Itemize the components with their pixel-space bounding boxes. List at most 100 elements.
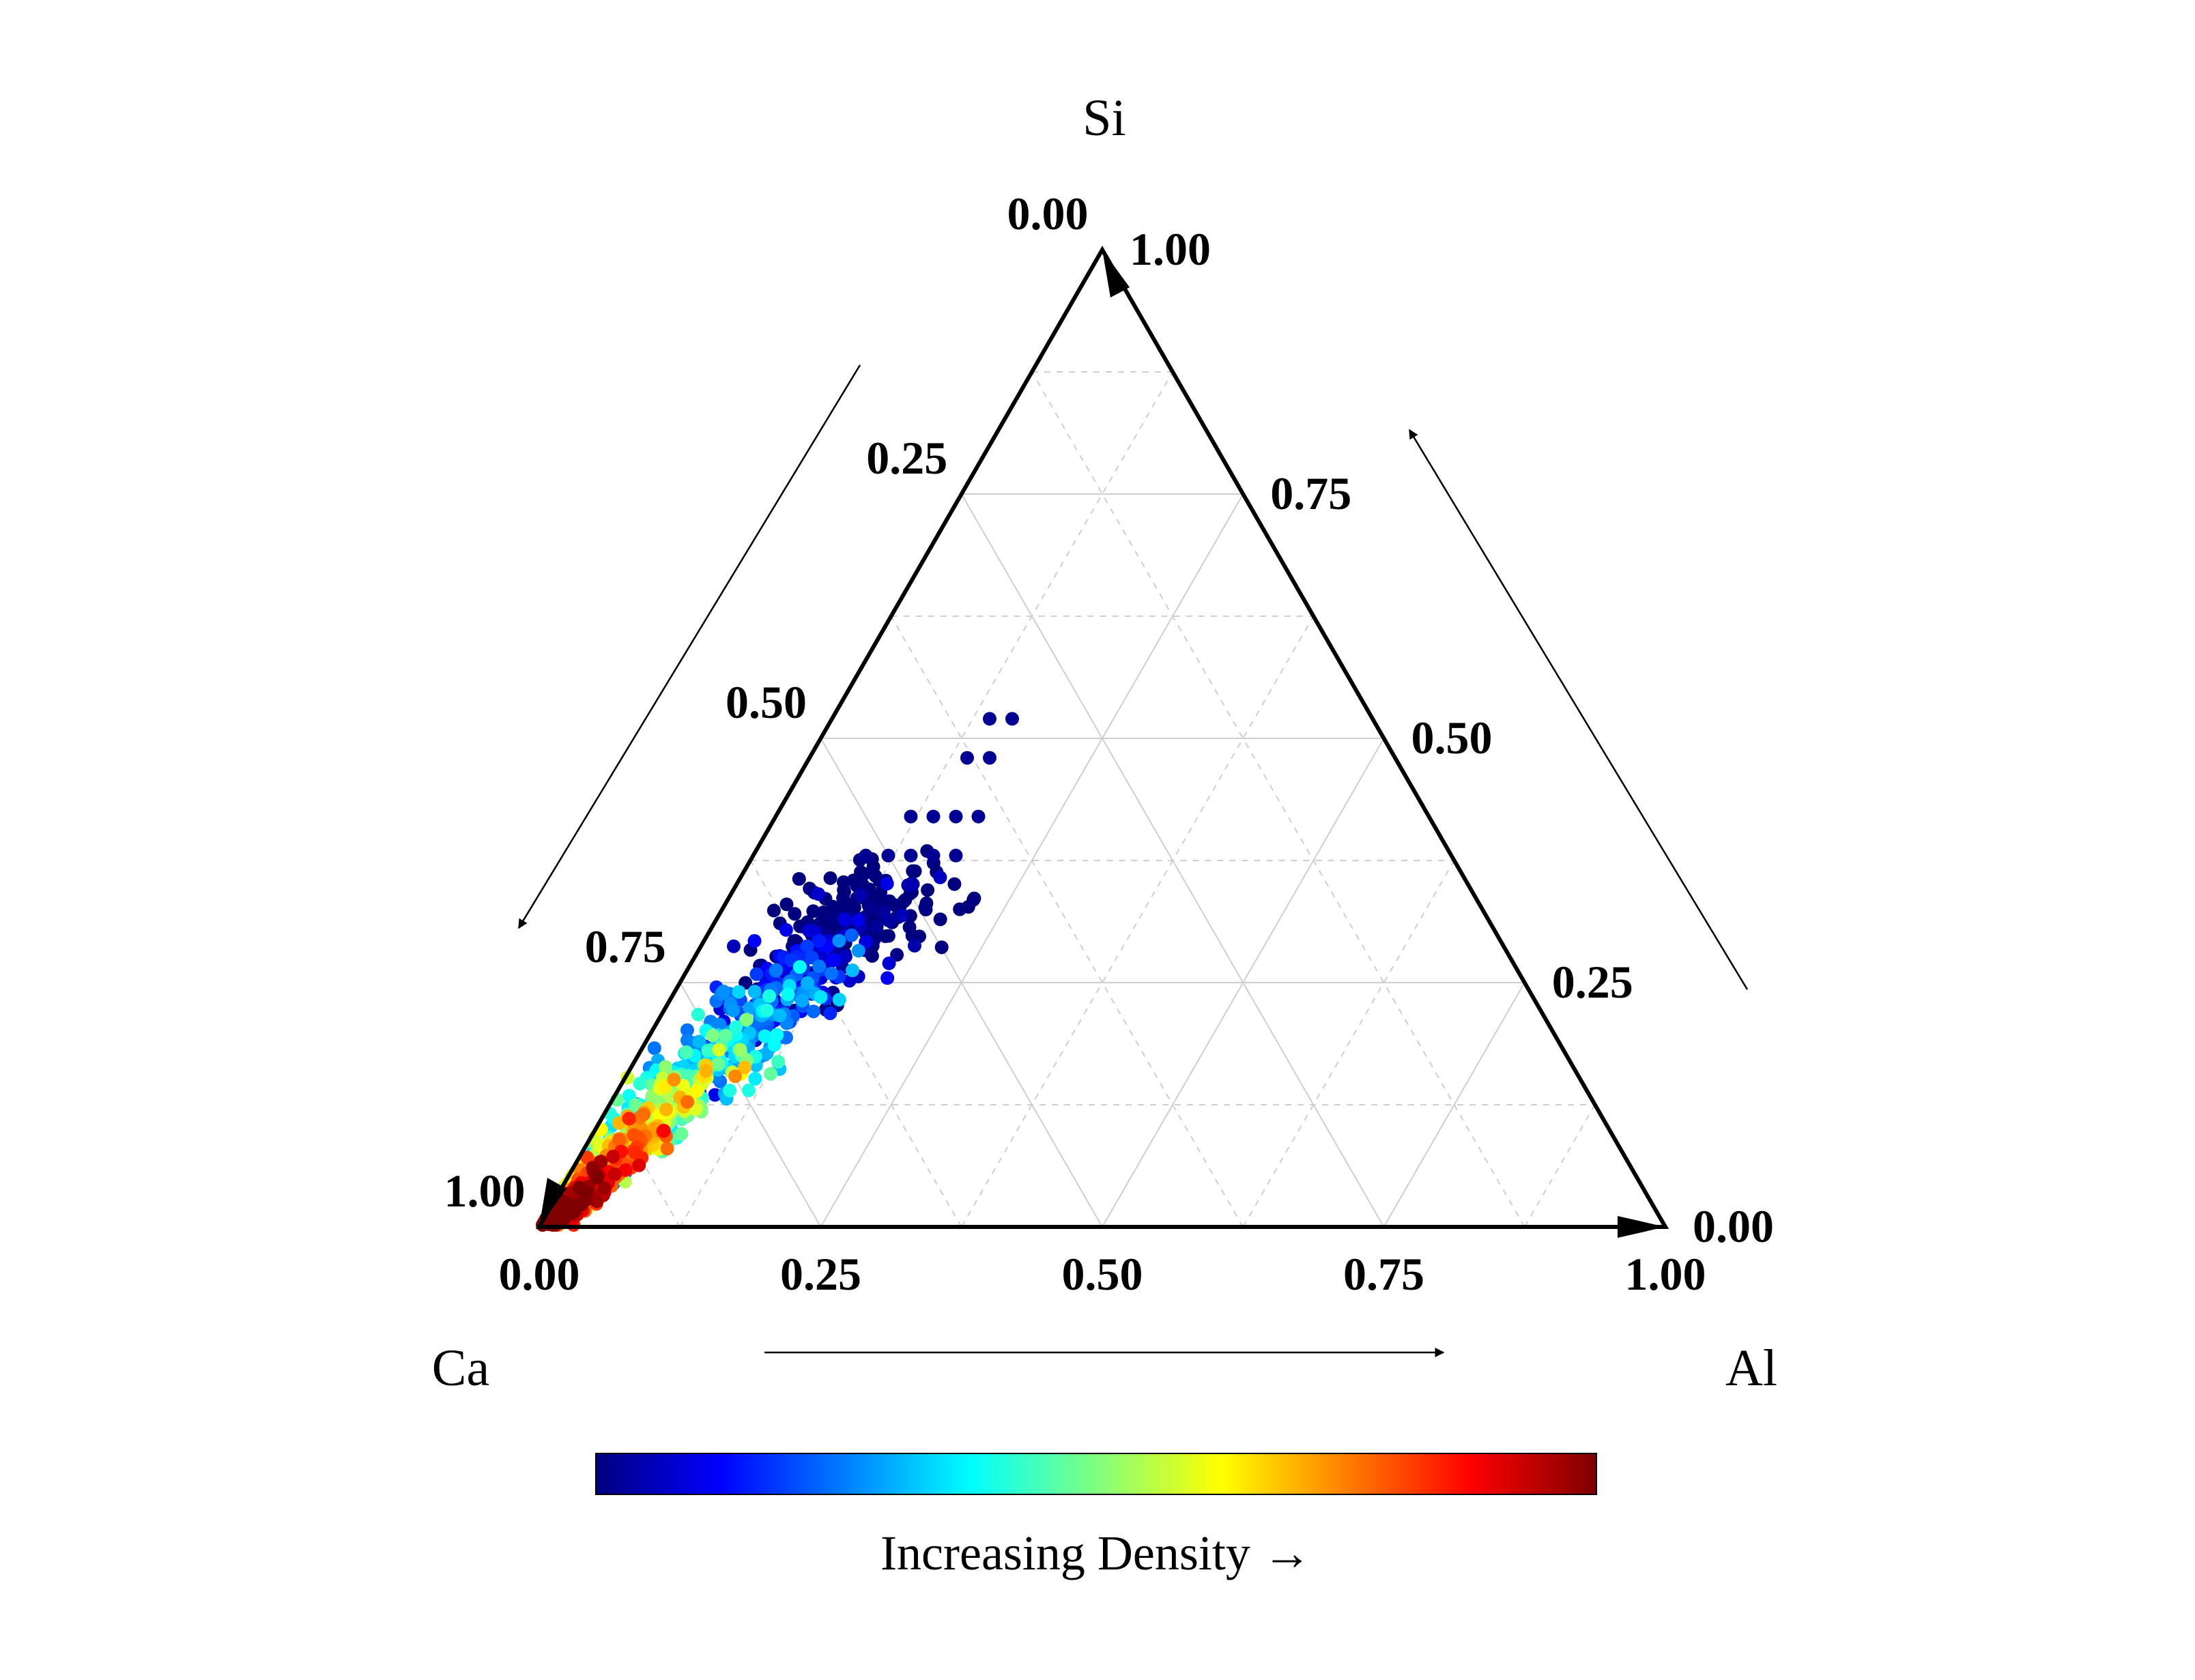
data-point (743, 1001, 757, 1015)
data-point (832, 933, 846, 948)
data-point (795, 994, 809, 1008)
right-axis-direction-arrow (1408, 429, 1749, 990)
data-point (637, 1107, 650, 1122)
data-point (801, 976, 815, 990)
data-point (706, 1028, 720, 1043)
data-point (842, 974, 857, 988)
left-edge-arrowhead (539, 1178, 566, 1227)
data-point (659, 1102, 673, 1116)
vertex-label-si: Si (1082, 89, 1125, 147)
colorbar-label: Increasing Density → (880, 1526, 1312, 1580)
bottom-edge-arrowhead (1618, 1216, 1665, 1238)
data-point (851, 913, 865, 927)
data-point (837, 912, 851, 926)
data-point (659, 1060, 672, 1074)
left-axis-direction-arrow (517, 364, 861, 929)
grid-line-al (1383, 982, 1525, 1228)
data-point (949, 848, 963, 863)
data-point (846, 964, 860, 977)
tick-label-left: 0.25 (866, 432, 947, 484)
data-point (773, 1009, 787, 1023)
data-point (870, 919, 884, 933)
data-point (926, 848, 941, 863)
data-point (800, 939, 814, 953)
data-point (627, 1128, 641, 1142)
data-point (749, 967, 764, 981)
data-point (766, 903, 781, 918)
data-point (764, 1067, 778, 1081)
data-point (748, 1071, 762, 1086)
data-points (536, 712, 1019, 1232)
data-point (859, 848, 873, 863)
grid-line-al (679, 371, 1173, 1228)
grid-line-al (1242, 860, 1455, 1228)
data-point (713, 1017, 727, 1032)
data-point (647, 1041, 661, 1055)
grid-line-al (960, 615, 1315, 1228)
data-point (657, 1123, 671, 1138)
tick-label-right: 0.50 (1411, 712, 1493, 764)
tick-label-bottom: 1.00 (1625, 1248, 1706, 1300)
vertex-label-ca: Ca (432, 1339, 489, 1397)
data-point (921, 883, 935, 897)
data-point (812, 887, 826, 901)
data-point (906, 877, 920, 891)
data-point (747, 985, 762, 999)
data-point (733, 1043, 747, 1057)
data-point (660, 1142, 674, 1156)
tick-label-left: 0.00 (1007, 188, 1089, 240)
data-point (857, 867, 871, 881)
data-point (844, 928, 859, 942)
data-point (674, 1127, 689, 1141)
data-point (904, 809, 918, 824)
grid-line-al (1102, 738, 1385, 1228)
tick-labels: 0.00 0.00 0.00 0.25 0.25 0.25 0.50 0.50 0.50 0.75… (444, 188, 1775, 1300)
data-point (719, 1028, 733, 1043)
colorbar (595, 1453, 1597, 1495)
data-point (712, 1043, 726, 1057)
data-point (769, 963, 784, 977)
data-point (606, 1149, 620, 1163)
data-point (793, 960, 807, 974)
tick-label-bottom: 0.25 (780, 1248, 861, 1300)
data-point (742, 1083, 756, 1097)
data-point (771, 1055, 786, 1069)
data-point (711, 1057, 725, 1071)
data-point (788, 907, 802, 921)
data-point (618, 1163, 633, 1177)
data-point (728, 1069, 743, 1084)
data-point (580, 1150, 594, 1165)
grid-line-al (1523, 1104, 1596, 1228)
data-point (908, 938, 921, 953)
data-point (824, 966, 838, 981)
data-point (823, 871, 837, 885)
data-point (933, 870, 947, 884)
data-point (792, 872, 806, 886)
data-point (729, 1020, 743, 1034)
data-point (836, 891, 850, 905)
data-point (859, 935, 874, 949)
data-point (762, 989, 777, 1003)
data-point (881, 848, 895, 863)
data-point (738, 1060, 751, 1075)
data-point (556, 1211, 571, 1226)
data-point (918, 900, 932, 914)
triangle-frame (535, 245, 1669, 1238)
data-point (862, 901, 876, 915)
data-point (758, 1029, 772, 1043)
data-point (667, 1073, 681, 1087)
data-point (926, 809, 941, 824)
data-point (779, 923, 793, 937)
data-point (934, 940, 949, 955)
data-point (612, 1133, 627, 1147)
triangle-outline (535, 245, 1669, 1229)
data-point (854, 888, 868, 902)
data-point (902, 920, 917, 934)
tick-label-right: 0.75 (1270, 467, 1351, 519)
data-point (983, 712, 996, 726)
data-point (732, 985, 746, 999)
data-point (726, 1003, 741, 1017)
data-point (814, 990, 828, 1004)
tick-label-bottom: 0.00 (499, 1248, 580, 1300)
